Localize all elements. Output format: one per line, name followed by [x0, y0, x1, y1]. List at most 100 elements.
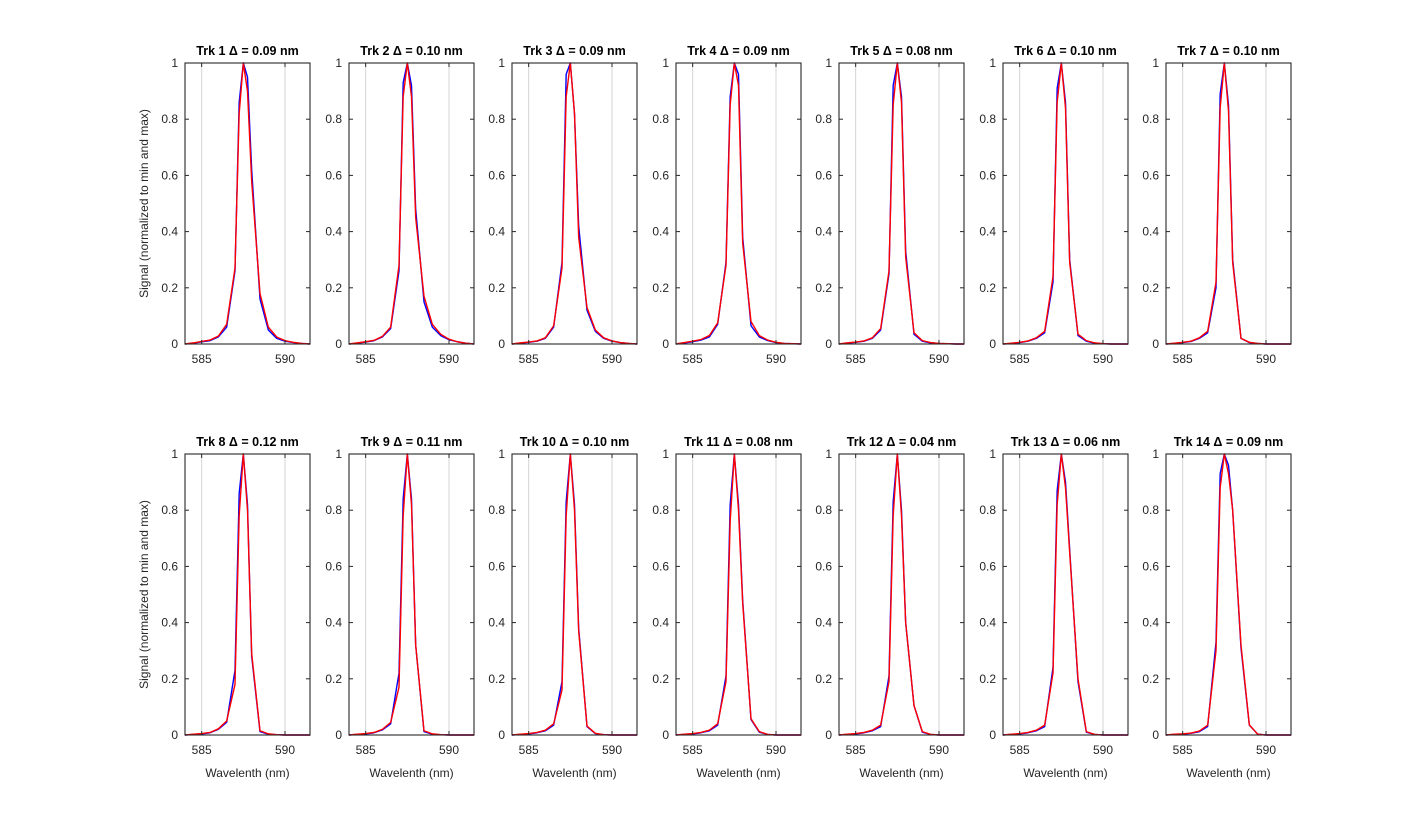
subplot: 0 0.2 0.4 0.6 0.8 1 585 590 Trk 8 Δ = 0.12 nm Wav…	[137, 435, 311, 780]
subplot-title: Trk 14 Δ = 0.09 nm	[1174, 435, 1283, 449]
x-axis-label: Wavelenth (nm)	[205, 766, 289, 780]
axes-frame	[675, 62, 802, 345]
axes-frame	[348, 62, 475, 345]
y-tick-label: 0.6	[1142, 559, 1159, 573]
y-tick-label: 0.6	[652, 168, 669, 182]
axes-frame	[511, 62, 638, 345]
series-line	[184, 62, 311, 345]
series-line	[838, 453, 964, 736]
series-line	[348, 62, 475, 345]
x-tick-label: 585	[192, 743, 212, 757]
y-tick-label: 0.2	[1142, 672, 1159, 686]
y-tick-label: 0	[171, 728, 178, 742]
series-line	[675, 62, 802, 345]
subplot: 0 0.2 0.4 0.6 0.8 1 585 590 Trk 9 Δ = 0.11 nm Wav…	[325, 435, 475, 780]
subplot-title: Trk 10 Δ = 0.10 nm	[520, 435, 629, 449]
x-tick-label: 590	[929, 352, 949, 366]
y-tick-label: 0.4	[979, 225, 996, 239]
y-tick-label: 0	[498, 728, 505, 742]
y-tick-label: 1	[662, 56, 669, 70]
subplot: 0 0.2 0.4 0.6 0.8 1 585 590 Trk 2 Δ = 0.10 nm	[325, 44, 475, 366]
subplot: 0 0.2 0.4 0.6 0.8 1 585 590 Trk 13 Δ = 0.06 nm Wa…	[979, 435, 1129, 780]
y-tick-label: 0.2	[979, 672, 996, 686]
y-tick-label: 0.2	[325, 672, 342, 686]
y-tick-label: 0	[1152, 337, 1159, 351]
y-tick-label: 0.6	[979, 168, 996, 182]
y-tick-label: 0.8	[488, 112, 505, 126]
subplot-title: Trk 5 Δ = 0.08 nm	[850, 44, 952, 58]
y-tick-label: 0	[662, 337, 669, 351]
y-tick-label: 0.6	[161, 168, 178, 182]
subplot-title: Trk 7 Δ = 0.10 nm	[1177, 44, 1279, 58]
x-tick-label: 585	[1010, 352, 1030, 366]
y-tick-label: 0.6	[815, 168, 832, 182]
subplot: 0 0.2 0.4 0.6 0.8 1 585 590 Trk 5 Δ = 0.08 nm	[815, 44, 965, 366]
y-tick-label: 0.8	[161, 112, 178, 126]
axes-frame	[1165, 62, 1292, 345]
series-line	[1165, 453, 1291, 736]
x-tick-label: 590	[275, 743, 295, 757]
x-tick-label: 590	[1256, 352, 1276, 366]
y-tick-label: 0.8	[1142, 503, 1159, 517]
y-tick-label: 1	[825, 56, 832, 70]
y-tick-label: 1	[171, 447, 178, 461]
y-tick-label: 0.6	[815, 559, 832, 573]
axes-frame	[1165, 453, 1292, 736]
y-tick-label: 0	[171, 337, 178, 351]
subplot-title: Trk 1 Δ = 0.09 nm	[196, 44, 298, 58]
y-tick-label: 0.8	[1142, 112, 1159, 126]
series-line	[511, 453, 637, 736]
y-tick-label: 0.2	[815, 672, 832, 686]
y-tick-label: 0.2	[488, 281, 505, 295]
x-tick-label: 590	[602, 352, 622, 366]
y-tick-label: 0.4	[652, 225, 669, 239]
subplot-title: Trk 4 Δ = 0.09 nm	[687, 44, 789, 58]
y-tick-label: 0.4	[488, 225, 505, 239]
subplot: 0 0.2 0.4 0.6 0.8 1 585 590 Trk 12 Δ = 0.04 nm Wa…	[815, 435, 965, 780]
y-tick-label: 0.6	[325, 168, 342, 182]
y-tick-label: 0.8	[979, 112, 996, 126]
y-tick-label: 1	[498, 56, 505, 70]
series-line	[838, 453, 964, 736]
y-tick-label: 1	[335, 56, 342, 70]
y-tick-label: 0.4	[1142, 616, 1159, 630]
y-tick-label: 0.8	[815, 503, 832, 517]
subplot-title: Trk 2 Δ = 0.10 nm	[360, 44, 462, 58]
subplot: 0 0.2 0.4 0.6 0.8 1 585 590 Trk 10 Δ = 0.10 nm Wa…	[488, 435, 638, 780]
subplot-title: Trk 9 Δ = 0.11 nm	[361, 435, 463, 449]
y-tick-label: 1	[825, 447, 832, 461]
y-tick-label: 0	[825, 337, 832, 351]
y-tick-label: 0	[335, 337, 342, 351]
y-tick-label: 0.4	[979, 616, 996, 630]
y-tick-label: 0.2	[652, 281, 669, 295]
y-tick-label: 1	[989, 56, 996, 70]
series-line	[838, 62, 964, 345]
x-tick-label: 585	[519, 743, 539, 757]
axes-frame	[511, 453, 638, 736]
series-line	[1165, 453, 1291, 736]
x-tick-label: 590	[602, 743, 622, 757]
subplot-title: Trk 8 Δ = 0.12 nm	[196, 435, 298, 449]
x-tick-label: 585	[356, 743, 376, 757]
y-tick-label: 0.8	[815, 112, 832, 126]
y-tick-label: 1	[335, 447, 342, 461]
axes-frame	[184, 453, 311, 736]
y-tick-label: 0	[662, 728, 669, 742]
y-tick-label: 0.2	[488, 672, 505, 686]
x-tick-label: 585	[1173, 352, 1193, 366]
subplot: 0 0.2 0.4 0.6 0.8 1 585 590 Trk 14 Δ = 0.09 nm Wa…	[1142, 435, 1292, 780]
x-tick-label: 590	[766, 743, 786, 757]
y-tick-label: 0.6	[325, 559, 342, 573]
y-tick-label: 0.2	[652, 672, 669, 686]
subplot-title: Trk 3 Δ = 0.09 nm	[523, 44, 625, 58]
x-tick-label: 590	[275, 352, 295, 366]
x-axis-label: Wavelenth (nm)	[1023, 766, 1107, 780]
x-tick-label: 590	[1256, 743, 1276, 757]
y-tick-label: 0	[989, 728, 996, 742]
y-tick-label: 0	[335, 728, 342, 742]
y-tick-label: 0.6	[161, 559, 178, 573]
y-tick-label: 0.6	[979, 559, 996, 573]
y-tick-label: 0.6	[1142, 168, 1159, 182]
x-axis-label: Wavelenth (nm)	[369, 766, 453, 780]
axes-frame	[1002, 62, 1129, 345]
